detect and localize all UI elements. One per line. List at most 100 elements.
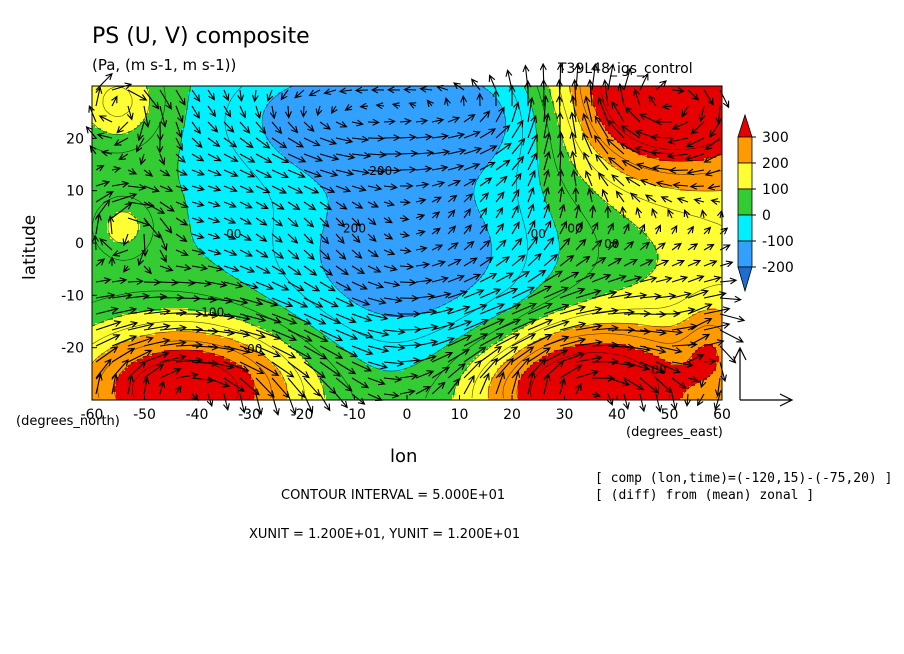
x-tick-label: -10 [343, 407, 366, 423]
wind-vector [315, 105, 323, 117]
wind-vector [255, 393, 264, 416]
wind-vector [344, 104, 353, 111]
wind-vector [651, 207, 658, 219]
wind-vector [686, 168, 705, 176]
wind-vector [127, 349, 153, 363]
wind-vector [527, 169, 536, 187]
wind-vector [239, 105, 246, 119]
colorbar: 300 200 100 0 -100 -200 [737, 113, 794, 293]
wind-vector [367, 151, 387, 159]
wind-vector [399, 166, 417, 174]
wind-vector [287, 361, 310, 379]
wind-vector [191, 200, 205, 208]
wind-vector [191, 280, 212, 288]
wind-vector [351, 185, 367, 192]
wind-vector [367, 184, 383, 192]
wind-vector [617, 82, 625, 107]
wind-vector [255, 185, 271, 194]
wind-vector [351, 361, 373, 372]
wind-vector [431, 366, 450, 379]
wind-vector [569, 130, 577, 155]
wind-vector [207, 185, 222, 192]
wind-vector [559, 220, 567, 235]
wind-vector [191, 264, 209, 272]
wind-vector [557, 168, 565, 187]
wind-vector [335, 297, 355, 307]
wind-vector [127, 336, 154, 347]
wind-vector [255, 233, 268, 242]
wind-vector [559, 377, 567, 395]
wind-vector [383, 375, 403, 383]
composite-note: [ comp (lon,time)=(-120,15)-(-75,20) ] [595, 472, 892, 485]
wind-vector [335, 329, 359, 340]
reference-vector [733, 346, 794, 407]
wind-vector [367, 377, 386, 386]
wind-vector [319, 217, 330, 228]
wind-vector [207, 264, 224, 272]
wind-vector [638, 113, 657, 123]
wind-vector [591, 221, 599, 235]
y-axis-label: latitude [20, 215, 40, 280]
wind-vector [625, 176, 641, 187]
wind-vector [447, 320, 473, 331]
wind-vector [558, 203, 566, 219]
wind-vector [687, 259, 702, 267]
wind-vector [527, 318, 554, 331]
wind-vector [639, 377, 659, 394]
wind-vector [303, 297, 324, 308]
wind-vector [479, 357, 499, 379]
wind-vector [655, 292, 677, 300]
wind-vector [94, 212, 102, 235]
wind-vector [511, 221, 520, 235]
wind-vector [284, 105, 292, 119]
wind-vector [175, 121, 183, 139]
wind-vector [415, 213, 426, 221]
wind-vector [575, 238, 587, 251]
chart-title: PS (U, V) composite [92, 26, 310, 48]
wind-vector [96, 132, 113, 140]
colorbar-label: -100 [762, 234, 794, 250]
wind-vector [255, 217, 268, 226]
wind-vector [351, 233, 361, 244]
wind-vector [338, 87, 353, 95]
wind-vector [335, 233, 345, 245]
wind-vector [583, 151, 593, 171]
wind-vector [709, 121, 721, 138]
wind-vector [303, 233, 314, 245]
wind-vector [254, 105, 262, 120]
wind-vector [223, 393, 230, 412]
wind-vector [447, 132, 466, 140]
wind-vector [426, 99, 434, 108]
colorbar-label: 200 [762, 156, 789, 172]
wind-vector [399, 372, 419, 380]
wind-vector [511, 254, 526, 267]
wind-vector [495, 175, 508, 187]
wind-vector [570, 150, 577, 171]
wind-vector [703, 243, 715, 251]
wind-vector [415, 117, 429, 125]
wind-vector [239, 137, 254, 149]
wind-vectors [85, 62, 746, 417]
wind-vector [399, 182, 414, 190]
wind-vector [611, 174, 625, 187]
wind-vector [351, 217, 361, 227]
wind-vector [431, 133, 450, 141]
wind-vector [671, 87, 686, 95]
wind-vector [713, 393, 721, 411]
wind-vector [543, 253, 559, 267]
wind-vector [319, 249, 331, 261]
wind-vector [463, 333, 489, 347]
wind-vector [223, 361, 250, 373]
wind-vector [223, 297, 249, 306]
wind-vector [287, 329, 313, 342]
wind-vector [354, 86, 369, 94]
wind-vector [623, 377, 645, 391]
wind-vector [607, 258, 623, 267]
wind-vector [698, 105, 706, 123]
wind-vector [479, 273, 498, 283]
wind-vector [175, 326, 204, 333]
wind-vector [303, 377, 321, 397]
wind-vector [191, 216, 205, 224]
wind-vector [223, 281, 244, 289]
y-tick-label: 0 [75, 236, 84, 252]
